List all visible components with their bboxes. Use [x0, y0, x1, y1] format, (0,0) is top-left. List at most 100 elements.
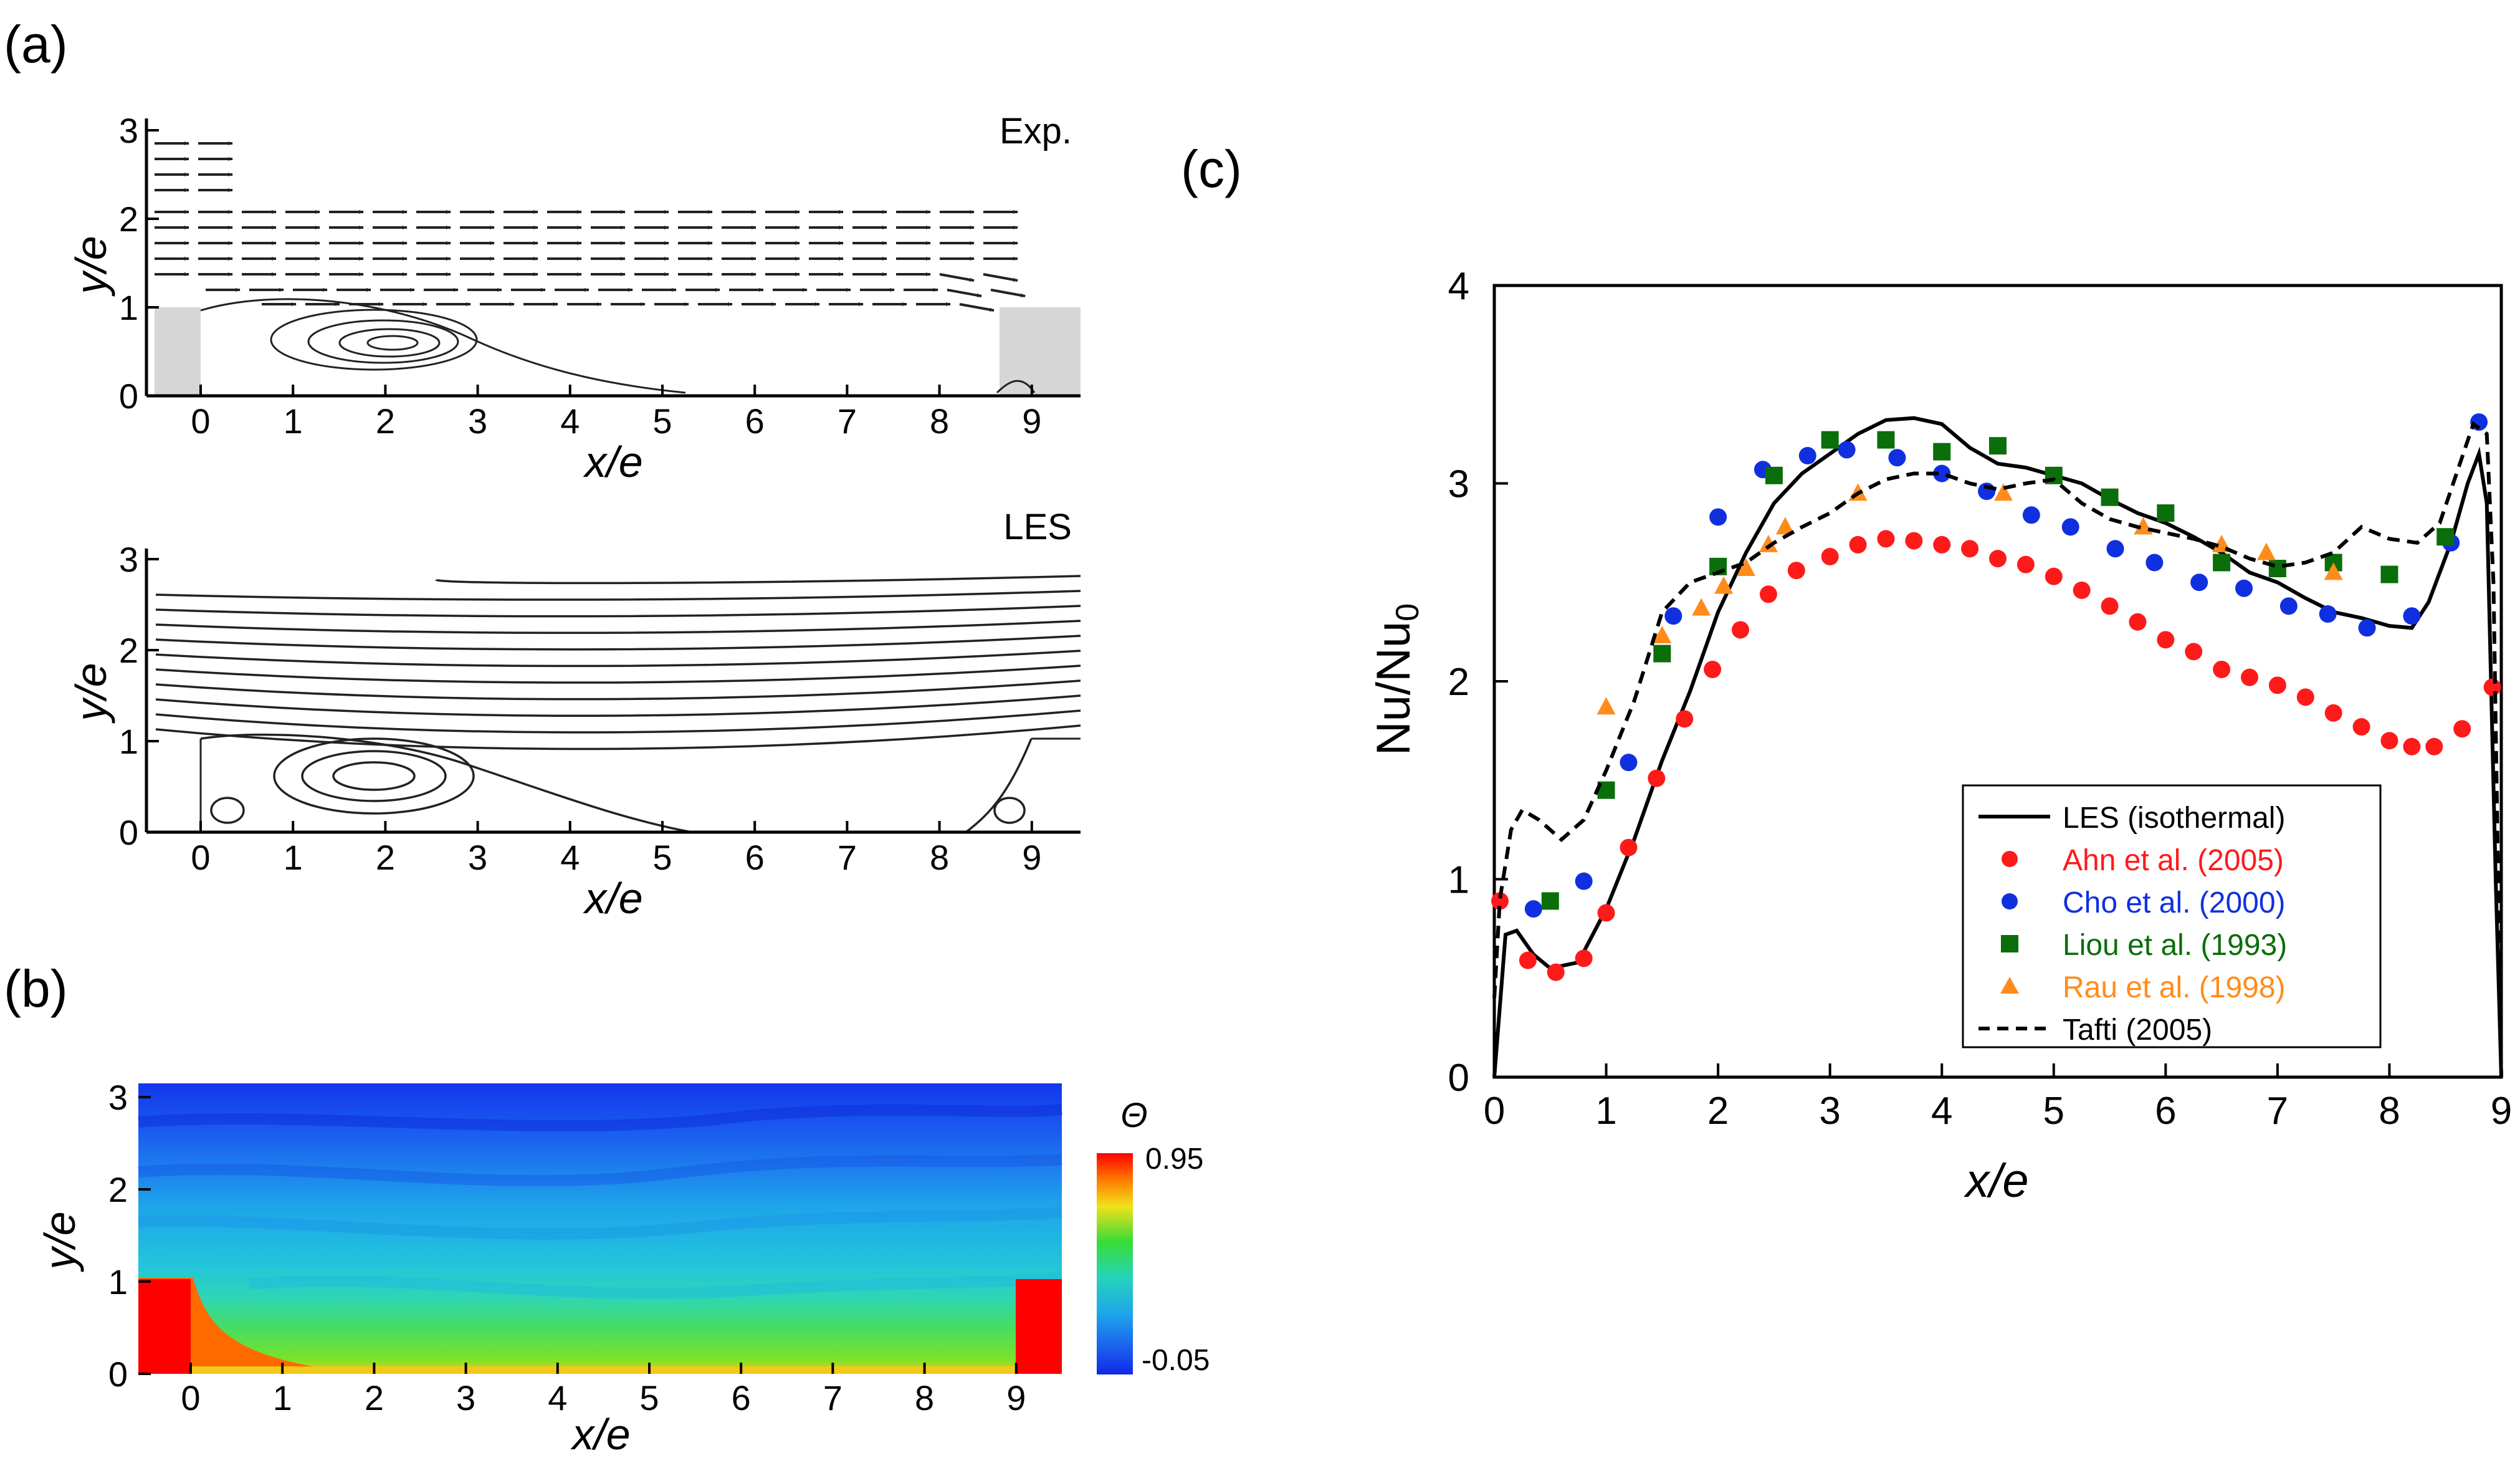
x-axis-title: x/e	[583, 438, 642, 486]
point-cho	[2358, 619, 2376, 637]
x-tick-5: 5	[652, 838, 672, 877]
velocity-arrow	[947, 289, 982, 297]
point-ahn	[1597, 904, 1615, 922]
point-rau	[1759, 534, 1778, 552]
point-ahn	[2129, 613, 2147, 631]
point-liou	[2157, 504, 2175, 522]
y-tick-1: 1	[1448, 859, 1469, 902]
colorbar-min-label: -0.05	[1142, 1344, 1210, 1377]
streamline	[155, 724, 1081, 751]
point-rau	[2324, 562, 2343, 580]
streamline	[155, 605, 1081, 618]
point-cho	[1524, 900, 1542, 918]
x-tick-6: 6	[745, 401, 765, 441]
point-ahn	[1575, 949, 1593, 967]
les-label: LES	[1003, 507, 1072, 547]
point-cho	[1933, 464, 1951, 482]
point-ahn	[1676, 710, 1694, 728]
x-tick-8: 8	[930, 401, 949, 441]
temperature-field	[138, 1083, 1062, 1374]
streamline	[155, 620, 1081, 634]
y-tick-3: 3	[119, 540, 138, 579]
point-cho	[1575, 872, 1593, 890]
y-tick-1: 1	[119, 288, 138, 327]
point-ahn	[1961, 540, 1979, 558]
y-tick-2: 2	[119, 199, 138, 239]
point-cho	[1838, 441, 1856, 459]
y-tick-3: 3	[108, 1078, 128, 1117]
point-cho	[2145, 554, 2164, 572]
point-ahn	[1547, 963, 1565, 981]
y-tick-1: 1	[108, 1262, 128, 1302]
y-tick-1: 1	[119, 722, 138, 761]
legend-label-tafti: Tafti (2005)	[2063, 1014, 2212, 1047]
point-ahn	[2101, 597, 2119, 615]
wall-heat	[191, 1366, 1016, 1374]
legend: LES (isothermal) Ahn et al. (2005) Cho e…	[1962, 784, 2382, 1048]
point-ahn	[2403, 737, 2421, 755]
point-ahn	[2324, 704, 2342, 722]
point-liou	[2380, 565, 2398, 583]
point-rau	[1714, 576, 1734, 594]
streamline	[435, 575, 1081, 585]
rib-left	[155, 307, 201, 396]
y-axis-title: y/e	[67, 663, 115, 723]
point-liou	[1933, 443, 1951, 461]
panel-a-tag: (a)	[4, 15, 68, 74]
point-ahn	[2268, 676, 2286, 694]
x-tick-4: 4	[1931, 1090, 1952, 1133]
y-axis-title: y/e	[67, 236, 115, 296]
colorbar	[1097, 1153, 1133, 1374]
x-tick-8: 8	[2379, 1090, 2400, 1133]
x-axis-title: x/e	[570, 1410, 630, 1458]
velocity-arrow	[983, 273, 1018, 282]
point-rau	[1653, 625, 1672, 643]
y-axis-title-subscript: 0	[1390, 603, 1426, 621]
point-cho	[1709, 508, 1727, 526]
x-tick-6: 6	[745, 838, 765, 877]
point-cho	[2022, 506, 2040, 524]
x-tick-8: 8	[915, 1378, 934, 1417]
x-tick-1: 1	[273, 1378, 292, 1417]
point-cho	[2106, 540, 2124, 558]
y-tick-2: 2	[108, 1170, 128, 1209]
panel-a-exp: 0 1 2 3 0 1 2 3 4 5 6 7 8 9 Exp. x/e y/e	[67, 111, 1081, 486]
y-tick-3: 3	[1448, 463, 1469, 506]
point-ahn	[1519, 951, 1537, 969]
point-liou	[1541, 892, 1559, 910]
x-tick-9: 9	[1006, 1378, 1026, 1417]
x-tick-0: 0	[1484, 1090, 1505, 1133]
panel-c-tag: (c)	[1181, 140, 1242, 198]
y-tick-2: 2	[1448, 661, 1469, 704]
x-tick-0: 0	[191, 401, 210, 441]
x-tick-2: 2	[376, 401, 395, 441]
point-ahn	[2352, 718, 2370, 736]
point-ahn	[2213, 660, 2231, 678]
point-cho	[2190, 573, 2208, 592]
point-liou	[2268, 560, 2286, 578]
y-axis-title: Nu/Nu0	[1367, 603, 1426, 755]
point-ahn	[1491, 892, 1509, 910]
x-tick-1: 1	[284, 401, 303, 441]
point-liou	[1989, 437, 2007, 455]
legend-label-ahn: Ahn et al. (2005)	[2063, 844, 2284, 877]
velocity-arrow	[959, 303, 995, 312]
point-rau	[1596, 697, 1616, 715]
y-tick-0: 0	[119, 813, 138, 852]
point-liou	[2213, 554, 2231, 572]
point-ahn	[1759, 585, 1777, 603]
point-liou	[1653, 645, 1671, 663]
colorbar-max-label: 0.95	[1145, 1143, 1203, 1176]
point-cho	[1620, 754, 1638, 772]
x-tick-6: 6	[732, 1378, 751, 1417]
point-rau	[1692, 598, 1711, 616]
y-axis-title: y/e	[36, 1211, 84, 1272]
point-ahn	[2425, 737, 2443, 755]
x-tick-1: 1	[284, 838, 303, 877]
x-tick-9: 9	[2491, 1090, 2512, 1133]
streamline	[155, 590, 1081, 601]
x-axis-title: x/e	[583, 874, 642, 923]
panel-b: 0 1 2 3 0 1 2 3 4 5 6 7 8 9 x/e y/e Θ 0.95 -0.05	[36, 1078, 1210, 1458]
x-tick-0: 0	[191, 838, 210, 877]
point-ahn	[1933, 535, 1951, 554]
